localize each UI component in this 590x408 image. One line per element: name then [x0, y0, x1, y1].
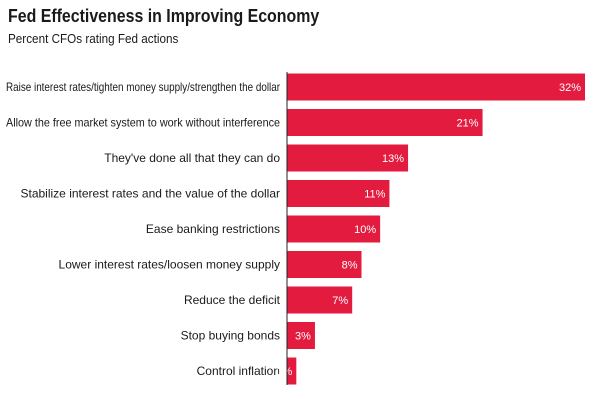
bar — [287, 251, 362, 278]
data-label: 7% — [332, 295, 348, 307]
data-label: 21% — [457, 118, 479, 130]
category-label: Ease banking restrictions — [146, 222, 280, 236]
category-label: Reduce the deficit — [184, 293, 281, 307]
category-label: Raise interest rates/tighten money suppl… — [6, 80, 280, 94]
bar — [287, 73, 585, 101]
bar — [287, 322, 315, 349]
chart-subtitle: Percent CFOs rating Fed actions — [8, 31, 179, 46]
chart-title: Fed Effectiveness in Improving Economy — [8, 5, 320, 26]
data-label: 8% — [342, 260, 358, 272]
data-label: 1% — [276, 366, 292, 378]
bar — [287, 357, 297, 385]
category-label: Stabilize interest rates and the value o… — [21, 187, 281, 201]
data-label: 3% — [295, 331, 311, 343]
category-label: They've done all that they can do — [104, 151, 280, 165]
bar — [287, 286, 353, 314]
bar — [287, 109, 483, 136]
data-label: 32% — [559, 82, 581, 94]
category-label: Allow the free market system to work wit… — [6, 116, 280, 130]
category-label: Control inflation — [197, 364, 280, 378]
data-label: 13% — [382, 153, 404, 165]
category-label: Lower interest rates/loosen money supply — [59, 258, 280, 272]
data-label: 10% — [354, 224, 376, 236]
data-label: 11% — [364, 189, 385, 201]
category-label: Stop buying bonds — [181, 329, 280, 343]
bar — [287, 144, 409, 172]
bar — [287, 215, 381, 243]
bar — [287, 180, 390, 207]
